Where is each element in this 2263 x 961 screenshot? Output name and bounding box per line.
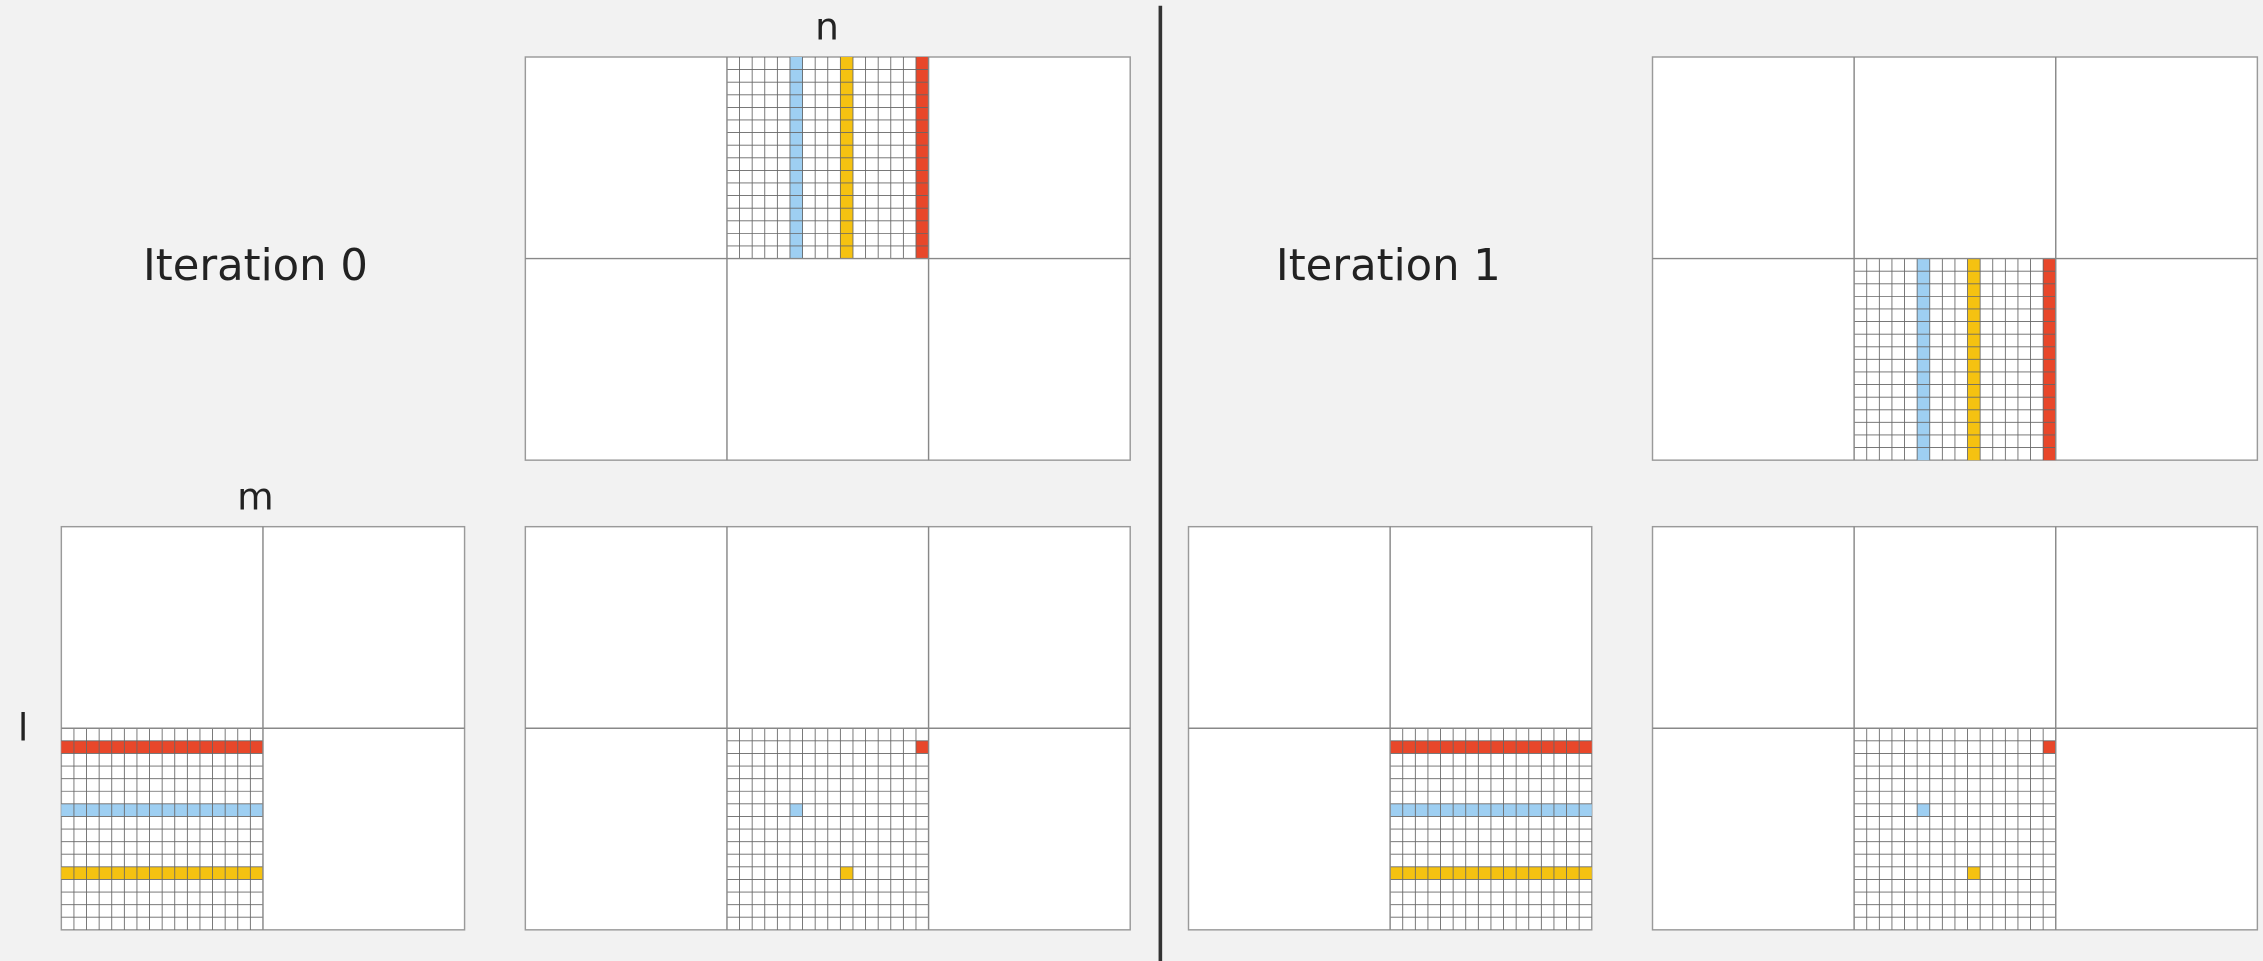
n-label: n [815,4,839,48]
iteration-title: Iteration 1 [1276,241,1501,291]
m-label: m [237,475,274,519]
highlight [2043,740,2056,754]
highlight [789,803,803,817]
highlight [915,740,929,754]
highlight [1967,866,1981,880]
l-label: l [18,706,28,750]
highlight [1917,803,1930,817]
highlight [840,866,853,880]
iteration-title: Iteration 0 [143,241,368,291]
